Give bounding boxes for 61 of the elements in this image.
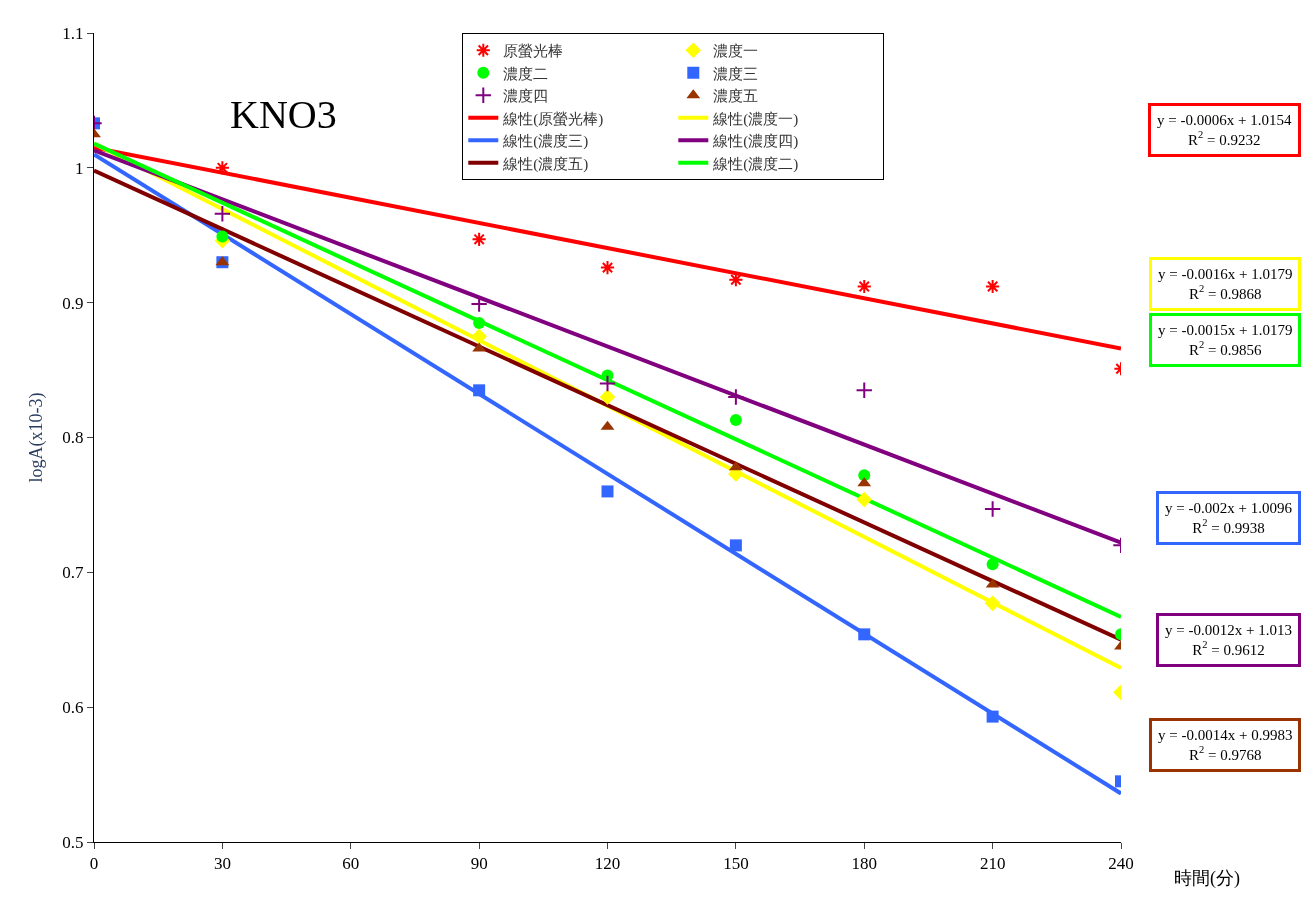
y-axis-title: logA(x10-3)	[25, 392, 47, 483]
point	[729, 413, 742, 426]
text: y = -0.0006x + 1.0154 R$^{2}$ = 0.9232	[1157, 112, 1292, 148]
legend-label: 線性(原螢光棒)	[502, 110, 604, 128]
point	[601, 485, 614, 498]
point	[858, 628, 871, 641]
point	[983, 500, 1002, 518]
text: y = -0.0012x + 1.013 R$^{2}$ = 0.9612	[1165, 622, 1292, 658]
point	[471, 328, 487, 345]
x-tick-label: 180	[851, 854, 877, 874]
y-tick-label: 0.5	[62, 832, 84, 852]
point	[473, 316, 486, 329]
point	[473, 384, 486, 397]
text: y = -0.0015x + 1.0179 R$^{2}$ = 0.9856	[1158, 322, 1293, 358]
point	[599, 260, 616, 276]
point	[729, 539, 742, 552]
text: KNO3	[230, 92, 337, 137]
legend-label: 原螢光棒	[503, 43, 564, 60]
point	[216, 230, 229, 243]
x-tick-label: 60	[342, 854, 360, 874]
point	[598, 374, 617, 393]
point	[214, 160, 230, 176]
y-tick-label: 0.9	[62, 293, 84, 313]
y-tick-label: 0.7	[62, 563, 85, 583]
x-tick-label: 90	[470, 854, 488, 874]
x-axis-title: 時間(分)	[1174, 868, 1240, 889]
y-tick-label: 1.1	[62, 23, 84, 43]
x-tick-label: 120	[594, 854, 621, 874]
text: y = -0.0016x + 1.0179 R$^{2}$ = 0.9868	[1158, 266, 1293, 302]
point	[984, 595, 1001, 612]
point	[856, 491, 873, 508]
legend-label: 線性(濃度三)	[502, 133, 589, 151]
point	[986, 710, 999, 723]
point	[471, 231, 487, 247]
text: y = -0.0014x + 0.9983 R$^{2}$ = 0.9768	[1158, 727, 1293, 763]
x-tick-label: 150	[723, 854, 749, 874]
legend-label: 濃度二	[503, 65, 549, 82]
y-tick-label: 0.6	[62, 698, 84, 718]
legend-label: 線性(濃度一)	[712, 110, 799, 128]
text: y = -0.002x + 1.0096 R$^{2}$ = 0.9938	[1165, 500, 1293, 536]
point	[985, 278, 1001, 295]
legend-label: 線性(濃度二)	[712, 155, 799, 173]
point	[727, 388, 745, 406]
point	[986, 558, 999, 571]
x-tick-label: 210	[979, 854, 1006, 874]
point	[213, 204, 232, 223]
legend-label: 濃度一	[713, 43, 759, 60]
x-tick-label: 30	[213, 854, 231, 874]
y-tick-label: 0.8	[62, 428, 84, 448]
legend-label: 濃度三	[713, 65, 759, 82]
legend-label: 線性(濃度五)	[502, 155, 589, 173]
y-tick-label: 1	[75, 158, 84, 178]
point	[856, 278, 872, 295]
point	[599, 389, 616, 405]
legend-label: 線性(濃度四)	[712, 133, 799, 151]
legend-label: 濃度四	[503, 88, 549, 105]
point	[855, 381, 873, 400]
point	[728, 272, 744, 288]
x-tick-label: 240	[1108, 854, 1134, 874]
legend-label: 濃度五	[713, 88, 759, 105]
x-tick-label: 0	[89, 854, 99, 874]
